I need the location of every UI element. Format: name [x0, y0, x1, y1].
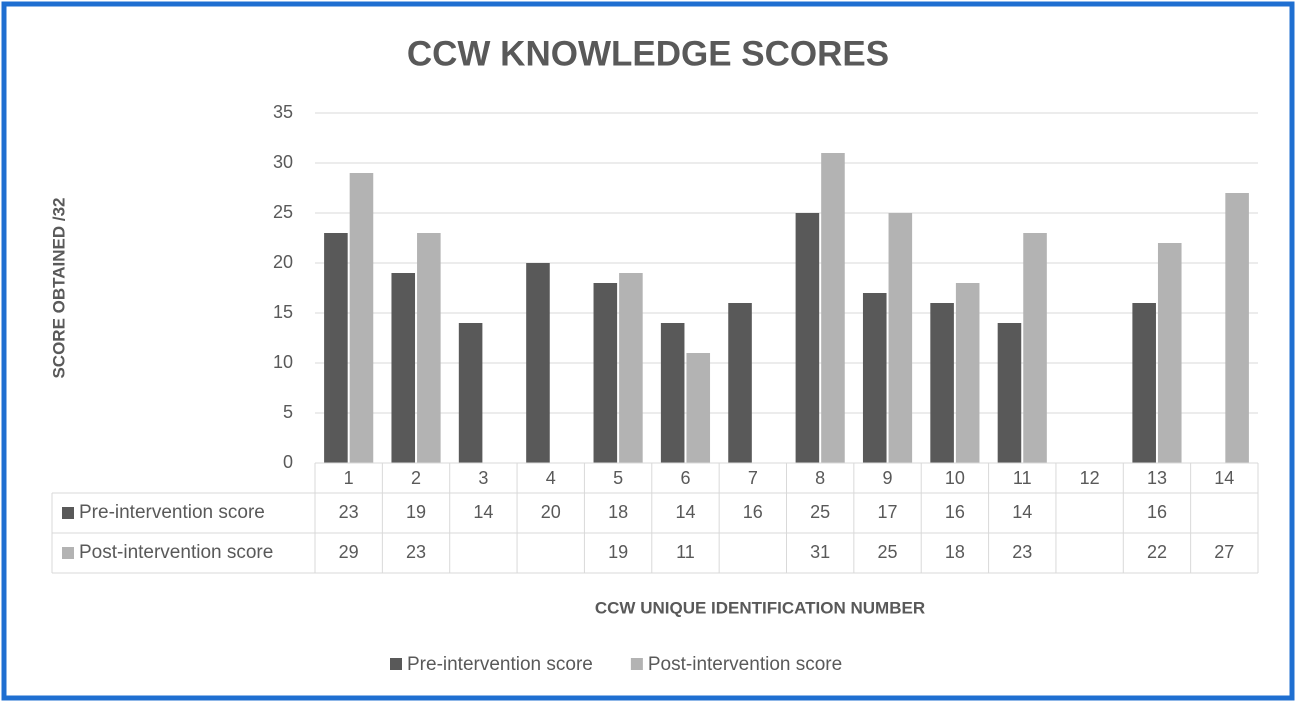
x-tick-label: 4: [546, 468, 556, 488]
x-tick-label: 10: [945, 468, 965, 488]
y-tick-label: 25: [273, 202, 293, 222]
table-value: 29: [339, 542, 359, 562]
table-value: 27: [1214, 542, 1234, 562]
legend-label: Post-intervention score: [648, 654, 842, 675]
table-value: 25: [878, 542, 898, 562]
y-tick-label: 20: [273, 252, 293, 272]
x-tick-label: 6: [680, 468, 690, 488]
table-value: 19: [608, 542, 628, 562]
y-tick-label: 30: [273, 152, 293, 172]
table-row-label: Pre-intervention score: [79, 502, 265, 523]
table-value: 16: [945, 502, 965, 522]
bar: [349, 173, 374, 463]
y-tick-label: 35: [273, 102, 293, 122]
y-axis-title: SCORE OBTAINED /32: [49, 197, 68, 378]
x-tick-label: 12: [1080, 468, 1100, 488]
bar: [795, 213, 820, 463]
x-tick-label: 1: [344, 468, 354, 488]
table-value: 18: [608, 502, 628, 522]
chart-title: CCW KNOWLEDGE SCORES: [407, 34, 889, 73]
bar: [955, 283, 980, 463]
table-legend-key: [62, 507, 74, 519]
bar: [821, 153, 845, 463]
x-axis-title: CCW UNIQUE IDENTIFICATION NUMBER: [595, 598, 925, 617]
table-value: 22: [1147, 542, 1167, 562]
x-tick-label: 14: [1214, 468, 1234, 488]
table-value: 16: [743, 502, 763, 522]
bar: [862, 293, 887, 463]
y-tick-label: 15: [273, 302, 293, 322]
x-tick-label: 9: [883, 468, 893, 488]
legend-key: [630, 658, 643, 670]
table-value: 18: [945, 542, 965, 562]
bar: [1225, 193, 1249, 463]
table-value: 14: [1012, 502, 1032, 522]
table-value: 14: [473, 502, 493, 522]
table-value: 19: [406, 502, 426, 522]
bar: [458, 323, 483, 463]
bar: [728, 303, 752, 463]
x-tick-label: 7: [748, 468, 758, 488]
bar: [1023, 233, 1047, 463]
bar: [930, 303, 954, 463]
x-tick-label: 2: [411, 468, 421, 488]
table-value: 17: [878, 502, 898, 522]
table-legend-key: [62, 547, 74, 559]
bar: [619, 273, 643, 463]
x-tick-label: 13: [1147, 468, 1167, 488]
bar: [997, 323, 1022, 463]
table-value: 11: [676, 542, 695, 562]
table-value: 25: [810, 502, 830, 522]
table-value: 23: [339, 502, 359, 522]
bar: [1132, 303, 1156, 463]
bar: [324, 233, 348, 463]
bar: [417, 233, 441, 463]
bar: [1157, 243, 1182, 463]
legend-label: Pre-intervention score: [407, 654, 593, 675]
bar: [526, 263, 550, 463]
x-tick-label: 3: [478, 468, 488, 488]
y-tick-label: 5: [283, 402, 293, 422]
legend-key: [390, 658, 402, 670]
bar: [593, 283, 618, 463]
x-tick-label: 11: [1013, 468, 1032, 488]
table-value: 23: [1012, 542, 1032, 562]
table-value: 14: [675, 502, 695, 522]
y-tick-label: 10: [273, 352, 293, 372]
x-tick-label: 5: [613, 468, 623, 488]
table-value: 23: [406, 542, 426, 562]
x-tick-label: 8: [815, 468, 825, 488]
bar: [660, 323, 685, 463]
table-value: 20: [541, 502, 561, 522]
table-value: 16: [1147, 502, 1167, 522]
y-tick-label: 0: [283, 452, 293, 472]
bar: [686, 353, 711, 463]
table-value: 31: [810, 542, 830, 562]
table-row-label: Post-intervention score: [79, 542, 273, 563]
bar: [888, 213, 913, 463]
bar: [391, 273, 416, 463]
